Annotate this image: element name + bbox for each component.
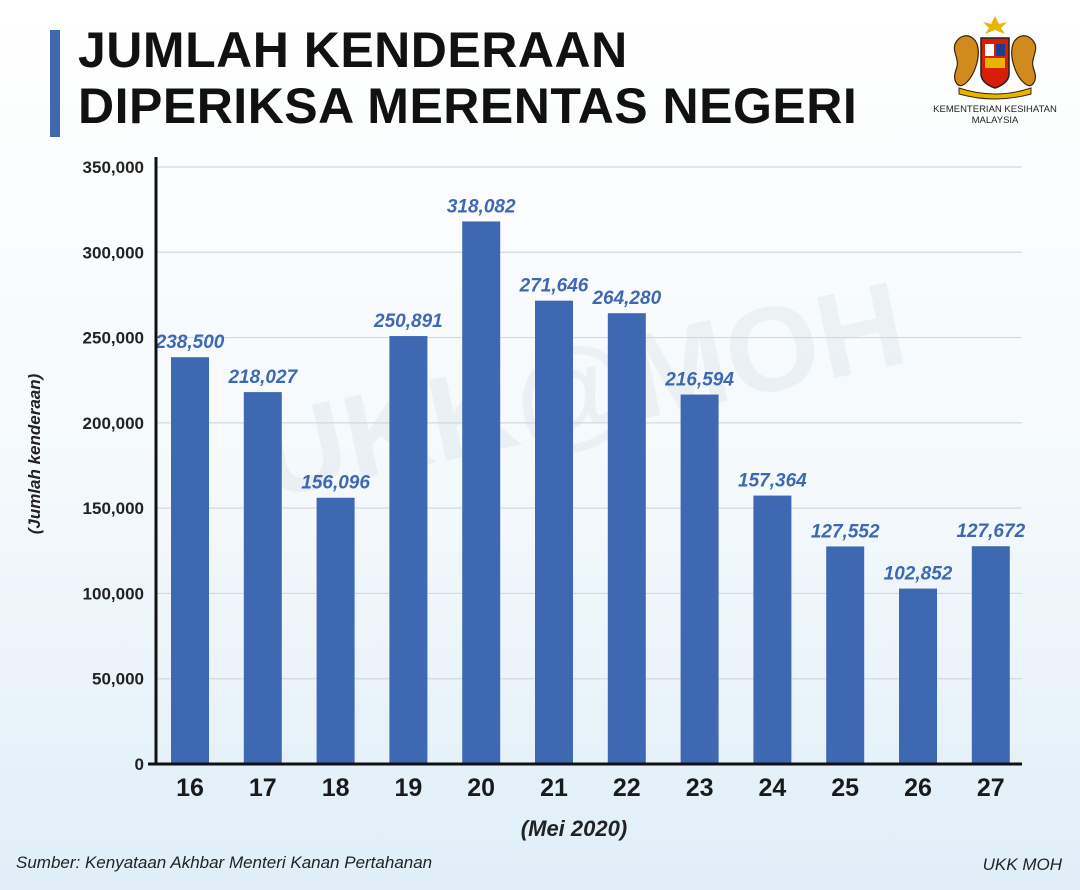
value-label-21: 271,646: [519, 276, 589, 297]
x-tick-label-18: 18: [322, 774, 350, 802]
x-tick-label-19: 19: [394, 774, 422, 802]
value-label-18: 156,096: [301, 473, 370, 494]
y-tick-label: 200,000: [83, 414, 144, 433]
x-tick-label-20: 20: [467, 774, 495, 802]
x-tick-label-27: 27: [977, 774, 1005, 802]
y-tick-label: 0: [135, 755, 144, 774]
title-line-1: JUMLAH KENDERAAN: [78, 22, 628, 78]
value-label-20: 318,082: [447, 196, 516, 217]
bar-16: [171, 357, 209, 764]
bar-19: [389, 336, 428, 764]
ministry-name-line-1: KEMENTERIAN KESIHATAN: [933, 104, 1057, 115]
x-tick-label-21: 21: [540, 774, 568, 802]
malaysia-coat-of-arms-icon: [953, 16, 1037, 100]
value-label-26: 102,852: [884, 564, 953, 585]
value-label-17: 218,027: [227, 367, 298, 388]
y-tick-label: 50,000: [92, 670, 144, 689]
y-axis-ticks: 0 50,000 100,000 150,000 200,000 250,000 300,0…: [83, 158, 144, 774]
y-tick-label: 350,000: [83, 158, 144, 177]
y-tick-label: 300,000: [83, 243, 144, 262]
x-axis-title: (Mei 2020): [521, 816, 627, 841]
ministry-name: KEMENTERIAN KESIHATAN MALAYSIA: [930, 104, 1060, 126]
bar-17: [243, 392, 282, 764]
value-label-24: 157,364: [738, 471, 807, 492]
x-tick-label-16: 16: [176, 774, 204, 802]
grid-lines: [156, 166, 1022, 680]
bars: [171, 221, 1010, 764]
x-tick-label-22: 22: [613, 774, 641, 802]
x-axis-ticks: 16 17 18 19 20 21 22 23 24 25 26 27: [176, 774, 1005, 802]
value-label-23: 216,594: [664, 370, 734, 391]
page-title: JUMLAH KENDERAAN DIPERIKSA MERENTAS NEGE…: [78, 22, 857, 134]
x-tick-label-25: 25: [831, 774, 859, 802]
x-tick-label-23: 23: [686, 774, 714, 802]
credit-note: UKK MOH: [982, 855, 1062, 874]
value-label-27: 127,672: [956, 521, 1025, 542]
y-tick-label: 150,000: [83, 499, 144, 518]
bar-24: [753, 495, 792, 764]
value-label-16: 238,500: [155, 332, 225, 353]
ministry-logo: KEMENTERIAN KESIHATAN MALAYSIA: [930, 14, 1060, 144]
bar-25: [826, 546, 865, 764]
x-tick-label-24: 24: [758, 774, 786, 802]
source-note: Sumber: Kenyataan Akhbar Menteri Kanan P…: [16, 853, 433, 872]
x-tick-label-17: 17: [249, 774, 277, 802]
bar-22: [607, 313, 646, 764]
value-label-22: 264,280: [591, 288, 661, 309]
bar-18: [316, 497, 355, 764]
bar-27: [971, 546, 1010, 764]
value-label-25: 127,552: [811, 521, 880, 542]
bar-26: [899, 588, 937, 764]
y-axis-title: (Jumlah kenderaan): [25, 373, 44, 534]
bar-23: [680, 394, 719, 764]
bar-21: [535, 300, 573, 764]
y-tick-label: 100,000: [83, 584, 144, 603]
bar-20: [462, 221, 501, 764]
title-accent-bar: [50, 30, 60, 137]
x-tick-label-26: 26: [904, 774, 932, 802]
value-label-19: 250,891: [373, 311, 443, 332]
y-tick-label: 250,000: [83, 329, 144, 348]
ministry-name-line-2: MALAYSIA: [971, 115, 1019, 126]
title-line-2: DIPERIKSA MERENTAS NEGERI: [78, 78, 858, 134]
